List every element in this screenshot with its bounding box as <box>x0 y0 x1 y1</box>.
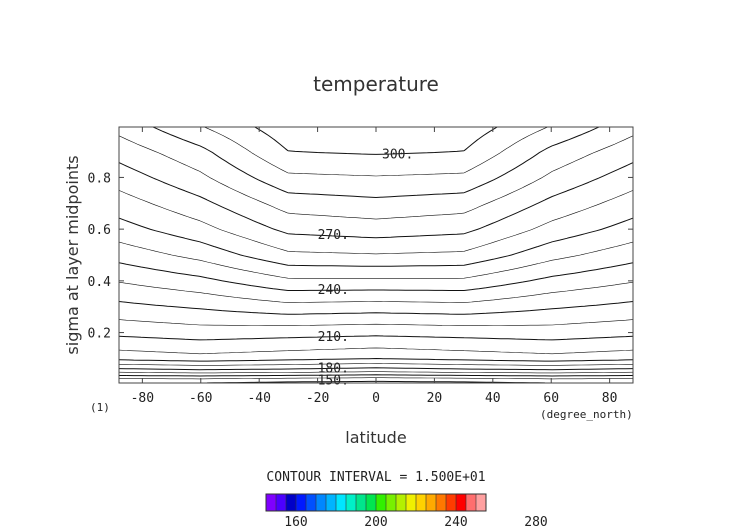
chart-title: temperature <box>313 72 439 96</box>
plot-area: 150.180.210.240.270.300. <box>118 126 634 388</box>
